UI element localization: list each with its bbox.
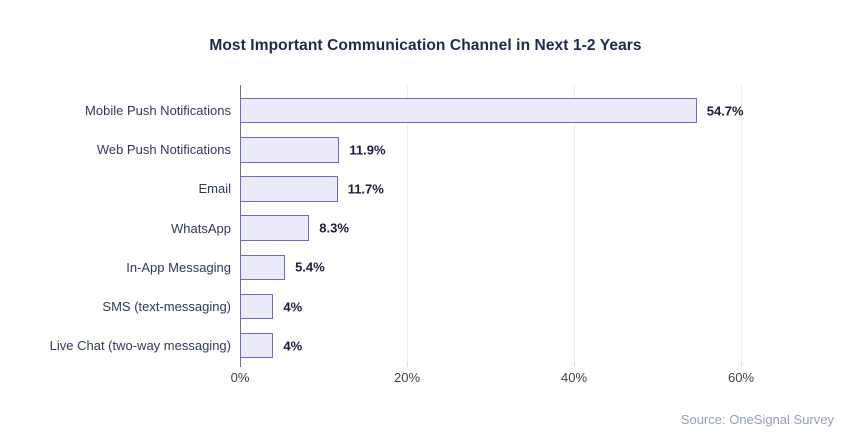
category-label: WhatsApp	[171, 220, 231, 236]
bar-track: 11.7%	[240, 176, 851, 202]
category-label: Live Chat (two-way messaging)	[49, 338, 231, 354]
value-label: 4%	[283, 338, 303, 354]
vertical-gridline	[574, 85, 575, 362]
bar-row: WhatsApp 8.3%	[0, 209, 851, 248]
vertical-gridline	[741, 85, 742, 362]
bar-track: 54.7%	[240, 97, 851, 124]
bar-track: 4%	[240, 293, 851, 320]
value-label: 11.9%	[349, 142, 386, 158]
bar-row: In-App Messaging 5.4%	[0, 248, 851, 287]
category-label: Mobile Push Notifications	[85, 103, 231, 119]
bar-row: Email 11.7%	[0, 169, 851, 208]
x-axis-tick-mark	[574, 362, 575, 367]
x-axis-tick-label: 20%	[393, 370, 421, 385]
bar-rows: Mobile Push Notifications 54.7% Web Push N…	[0, 91, 851, 365]
x-axis-tick-mark	[741, 362, 742, 367]
source-caption: Source: OneSignal Survey	[680, 412, 834, 427]
chart-title: Most Important Communication Channel in …	[209, 37, 642, 54]
x-axis-tick-label: 40%	[560, 370, 588, 385]
category-label: In-App Messaging	[126, 259, 231, 275]
bar-row: Web Push Notifications 11.9%	[0, 130, 851, 169]
value-label: 5.4%	[295, 259, 325, 275]
x-axis-tick-mark	[407, 362, 408, 367]
category-label: Email	[198, 181, 231, 197]
value-label: 4%	[283, 299, 303, 315]
category-label: SMS (text-messaging)	[102, 299, 231, 315]
vertical-gridline	[407, 85, 408, 362]
bar-track: 4%	[240, 332, 851, 359]
x-axis-tick-label: 0%	[230, 370, 250, 385]
value-label: 54.7%	[706, 103, 744, 119]
bar-track: 11.9%	[240, 137, 851, 163]
bar-row: Live Chat (two-way messaging) 4%	[0, 326, 851, 365]
value-label: 8.3%	[319, 220, 349, 236]
bar	[240, 176, 338, 202]
bar	[240, 97, 697, 124]
bar-track: 5.4%	[240, 254, 851, 281]
bar	[240, 332, 274, 359]
bar-row: SMS (text-messaging) 4%	[0, 287, 851, 326]
category-label: Web Push Notifications	[96, 142, 231, 158]
bar-row: Mobile Push Notifications 54.7%	[0, 91, 851, 130]
bar-track: 8.3%	[240, 215, 851, 241]
bar	[240, 215, 310, 241]
bar	[240, 293, 274, 320]
x-axis-tick-mark	[240, 362, 241, 367]
value-label: 11.7%	[347, 181, 384, 197]
bar	[240, 254, 286, 281]
x-axis-tick-label: 60%	[727, 370, 755, 385]
bar	[240, 137, 340, 163]
